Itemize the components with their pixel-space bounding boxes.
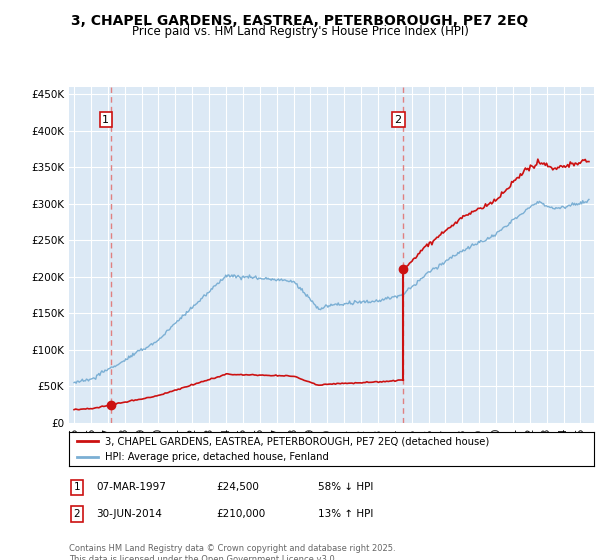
Text: 2: 2 <box>73 509 80 519</box>
Text: 30-JUN-2014: 30-JUN-2014 <box>96 509 162 519</box>
Text: 13% ↑ HPI: 13% ↑ HPI <box>318 509 373 519</box>
Text: 07-MAR-1997: 07-MAR-1997 <box>96 482 166 492</box>
Text: HPI: Average price, detached house, Fenland: HPI: Average price, detached house, Fenl… <box>105 452 329 462</box>
Text: 1: 1 <box>73 482 80 492</box>
Text: 3, CHAPEL GARDENS, EASTREA, PETERBOROUGH, PE7 2EQ: 3, CHAPEL GARDENS, EASTREA, PETERBOROUGH… <box>71 14 529 28</box>
Text: 1: 1 <box>103 115 109 125</box>
Text: 3, CHAPEL GARDENS, EASTREA, PETERBOROUGH, PE7 2EQ (detached house): 3, CHAPEL GARDENS, EASTREA, PETERBOROUGH… <box>105 436 489 446</box>
Text: 58% ↓ HPI: 58% ↓ HPI <box>318 482 373 492</box>
Text: Contains HM Land Registry data © Crown copyright and database right 2025.
This d: Contains HM Land Registry data © Crown c… <box>69 544 395 560</box>
Text: £210,000: £210,000 <box>216 509 265 519</box>
Text: £24,500: £24,500 <box>216 482 259 492</box>
Text: Price paid vs. HM Land Registry's House Price Index (HPI): Price paid vs. HM Land Registry's House … <box>131 25 469 38</box>
Text: 2: 2 <box>395 115 402 125</box>
